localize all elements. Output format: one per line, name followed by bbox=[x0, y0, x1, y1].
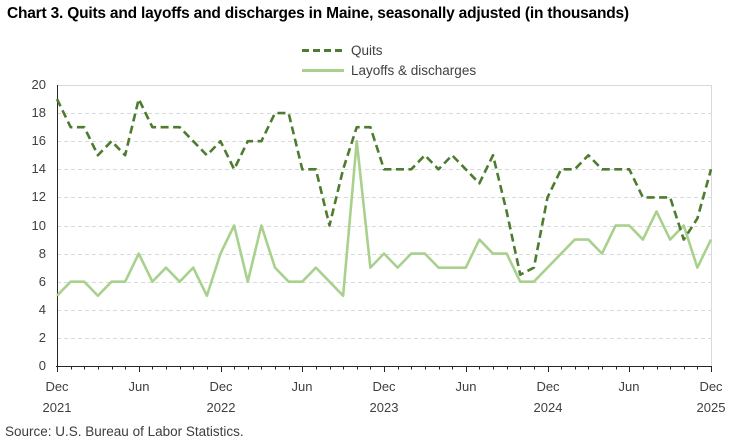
legend-item-layoffs: Layoffs & discharges bbox=[302, 60, 476, 80]
y-axis-label: 6 bbox=[38, 274, 46, 289]
x-axis-label: Jun bbox=[455, 379, 477, 394]
legend-label-quits: Quits bbox=[351, 42, 383, 58]
x-axis-label: Dec bbox=[536, 379, 560, 394]
x-axis-year-label: 2021 bbox=[42, 400, 72, 415]
x-axis-year-label: 2023 bbox=[369, 400, 399, 415]
y-axis-label: 12 bbox=[31, 189, 46, 204]
y-axis-label: 16 bbox=[31, 133, 46, 148]
source-note: Source: U.S. Bureau of Labor Statistics. bbox=[5, 424, 244, 439]
y-axis-label: 4 bbox=[38, 302, 46, 317]
x-axis-label: Jun bbox=[618, 379, 640, 394]
layoffs-solid-line-swatch bbox=[302, 68, 344, 72]
legend-item-quits: Quits bbox=[302, 40, 476, 60]
x-axis-year-label: 2022 bbox=[206, 400, 236, 415]
y-axis-label: 2 bbox=[38, 330, 46, 345]
y-axis-label: 18 bbox=[31, 105, 46, 120]
x-axis-label: Dec bbox=[209, 379, 233, 394]
layoffs-line bbox=[56, 139, 713, 298]
y-axis-label: 20 bbox=[31, 77, 46, 92]
legend-label-layoffs: Layoffs & discharges bbox=[351, 62, 477, 78]
x-axis-label: Jun bbox=[128, 379, 150, 394]
x-axis-year-label: 2025 bbox=[696, 400, 726, 415]
y-axis-label: 14 bbox=[31, 161, 46, 176]
y-axis-label: 8 bbox=[38, 246, 46, 261]
legend: Quits Layoffs & discharges bbox=[302, 40, 476, 80]
x-axis-year-label: 2024 bbox=[533, 400, 563, 415]
y-axis-label: 0 bbox=[38, 358, 46, 373]
x-axis-label: Jun bbox=[291, 379, 313, 394]
quits-line bbox=[55, 97, 713, 276]
y-axis-label: 10 bbox=[31, 218, 46, 233]
x-axis-label: Dec bbox=[372, 379, 396, 394]
x-axis-label: Dec bbox=[699, 379, 723, 394]
x-axis-label: Dec bbox=[45, 379, 69, 394]
chart-title: Chart 3. Quits and layoffs and discharge… bbox=[7, 5, 629, 22]
quits-dashed-line-swatch bbox=[302, 48, 344, 52]
